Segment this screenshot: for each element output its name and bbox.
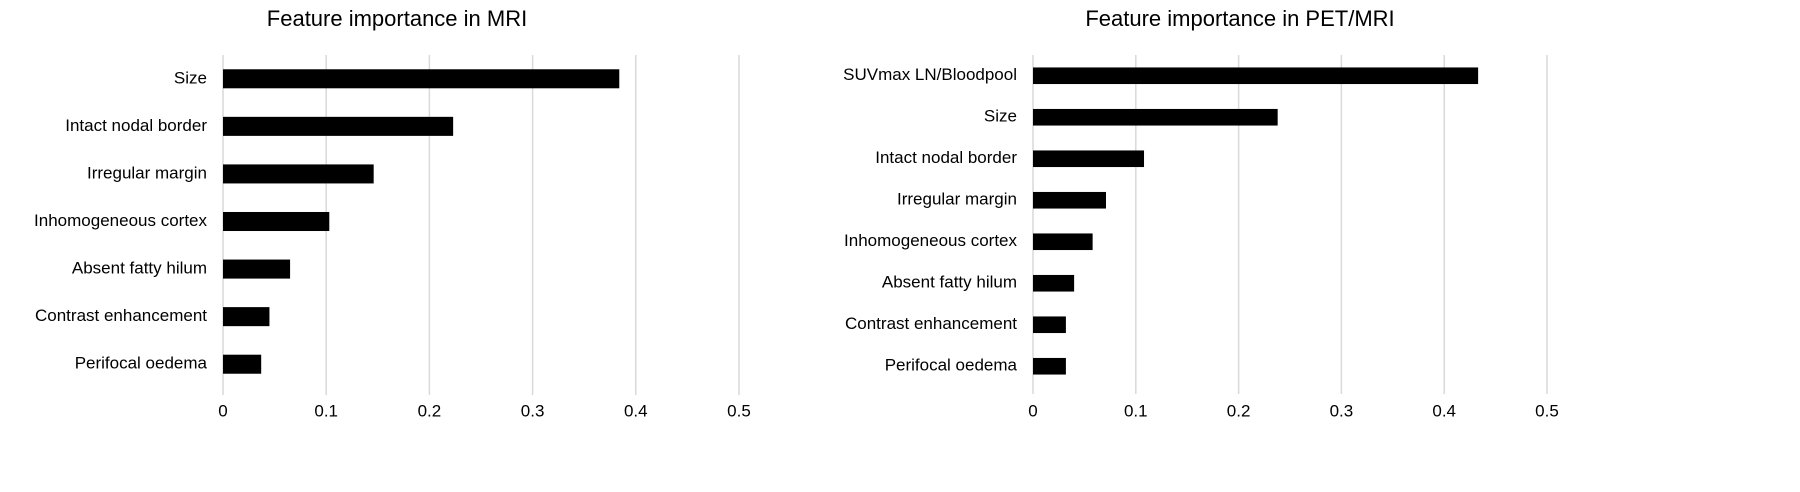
y-tick-label: Irregular margin: [897, 190, 1017, 209]
chart-title: Feature importance in PET/MRI: [1085, 6, 1394, 31]
y-tick-label: Perifocal oedema: [75, 354, 208, 373]
bar: [223, 211, 330, 232]
bar: [223, 69, 620, 89]
x-tick-label: 0.4: [624, 401, 648, 420]
x-tick-label: 0.2: [1227, 401, 1251, 420]
y-tick-label: Absent fatty hilum: [882, 273, 1017, 292]
y-tick-label: Irregular margin: [87, 163, 207, 182]
x-tick-label: 0.4: [1432, 401, 1456, 420]
bar: [223, 164, 374, 184]
y-tick-label: SUVmax LN/Bloodpool: [843, 65, 1017, 84]
bar: [223, 354, 262, 374]
y-tick-label: Inhomogeneous cortex: [844, 231, 1017, 250]
x-tick-label: 0.2: [418, 401, 442, 420]
x-tick-label: 0: [1028, 401, 1037, 420]
bar: [1033, 150, 1145, 168]
y-tick-label: Intact nodal border: [875, 148, 1017, 167]
bar: [223, 307, 270, 327]
x-tick-label: 0.1: [1124, 401, 1148, 420]
bar: [1033, 357, 1066, 375]
x-tick-label: 0.5: [727, 401, 751, 420]
bar: [223, 116, 454, 136]
chart-title: Feature importance in MRI: [267, 6, 527, 31]
y-tick-label: Contrast enhancement: [845, 314, 1017, 333]
x-tick-label: 0.3: [1330, 401, 1354, 420]
bar: [1033, 233, 1093, 251]
bar: [1033, 67, 1479, 85]
x-tick-label: 0.1: [314, 401, 338, 420]
x-tick-label: 0.5: [1535, 401, 1559, 420]
bar: [1033, 191, 1106, 209]
x-tick-label: 0.3: [521, 401, 545, 420]
bar: [1033, 274, 1075, 292]
y-tick-label: Size: [174, 68, 207, 87]
x-tick-label: 0: [218, 401, 227, 420]
y-tick-label: Size: [984, 107, 1017, 126]
y-tick-label: Contrast enhancement: [35, 306, 207, 325]
y-tick-label: Intact nodal border: [65, 116, 207, 135]
bar: [223, 259, 291, 279]
y-tick-label: Absent fatty hilum: [72, 259, 207, 278]
y-tick-label: Perifocal oedema: [885, 356, 1018, 375]
y-tick-label: Inhomogeneous cortex: [34, 211, 207, 230]
bar: [1033, 108, 1278, 126]
bar: [1033, 316, 1066, 334]
